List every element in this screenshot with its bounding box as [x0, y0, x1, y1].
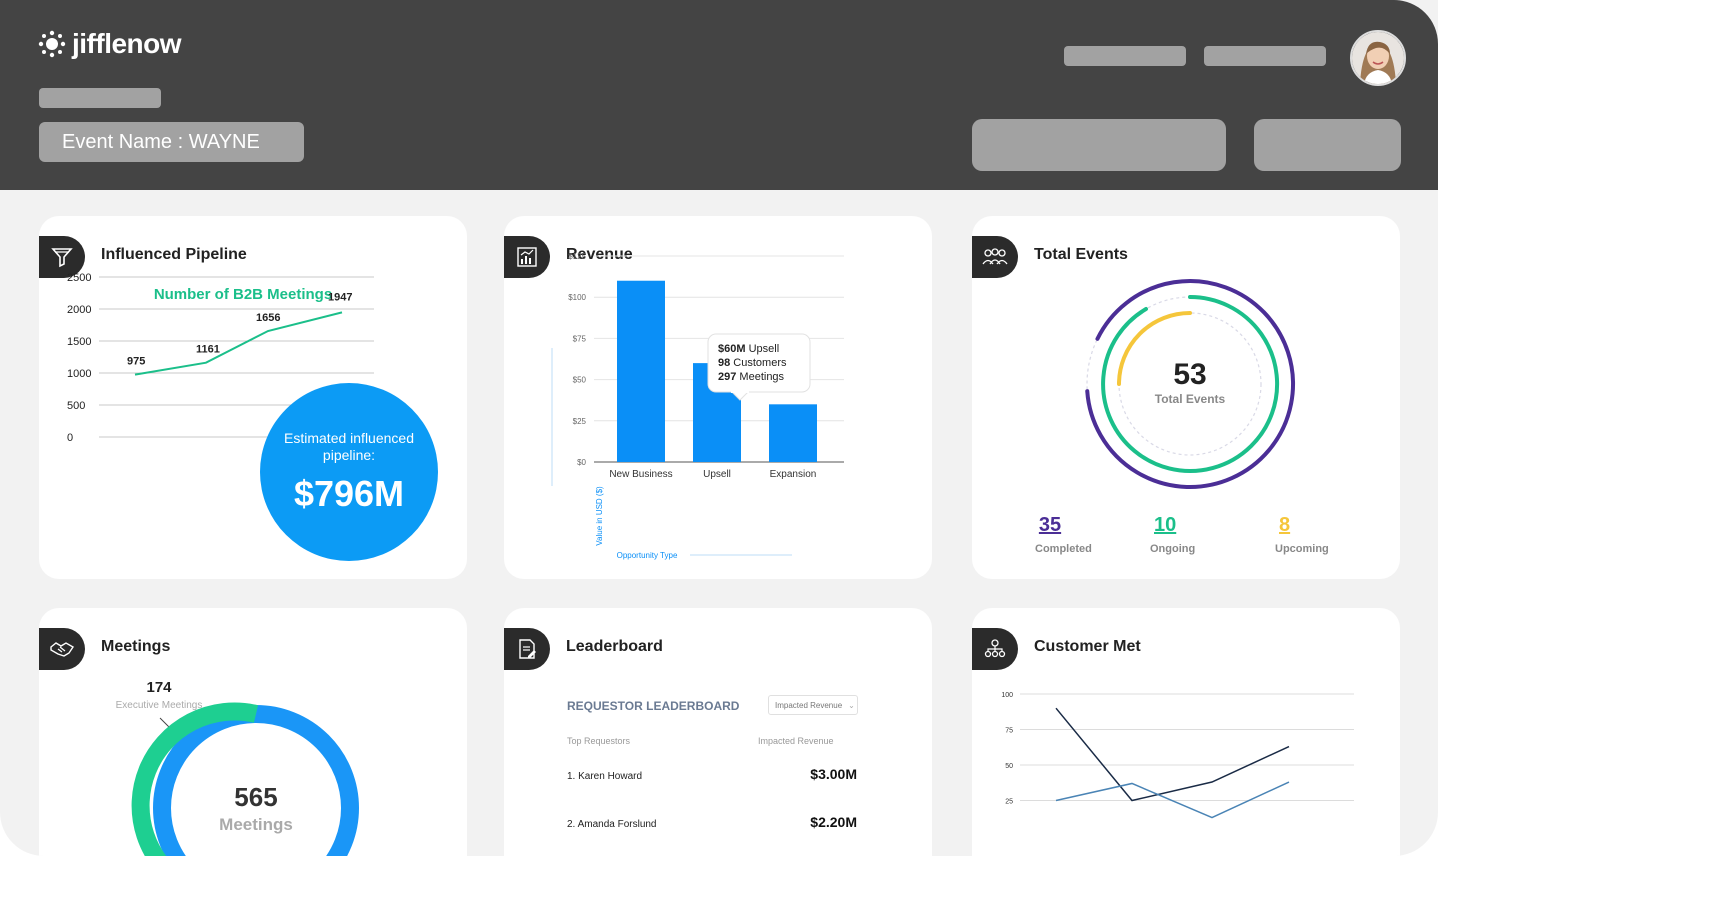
- meetings-donut: 174 Executive Meetings 565 Meetings: [116, 679, 359, 856]
- nav-placeholder-2[interactable]: [1204, 46, 1326, 66]
- data-label: 1947: [328, 291, 352, 303]
- card-title: Leaderboard: [566, 638, 663, 655]
- pipeline-bubble-value: $796M: [294, 473, 404, 514]
- series-line: [134, 311, 343, 376]
- revenue-chart: $0 $25 $50 $75 $100 $125 New Business Upsell Exp…: [551, 252, 844, 560]
- y-tick-label: $25: [573, 417, 587, 426]
- y-tick-label: 100: [1001, 692, 1013, 699]
- pipeline-chart: Number of B2B Meetings 0 500 1000 1500 2000 2…: [67, 272, 438, 561]
- meetings-exec-label: Executive Meetings: [116, 700, 203, 711]
- leaderboard-col2: Impacted Revenue: [758, 736, 834, 746]
- funnel-icon: [39, 236, 85, 278]
- y-tick-label: 2500: [67, 272, 91, 284]
- y-tick-label: 1000: [67, 368, 91, 380]
- leaderboard-row[interactable]: 2. Amanda Forslund $2.20M: [567, 814, 857, 830]
- bar: [617, 280, 665, 462]
- header-action-button-1[interactable]: [972, 119, 1226, 171]
- card-leaderboard[interactable]: Leaderboard REQUESTOR LEADERBOARD Impact…: [504, 608, 932, 856]
- leaderboard-dropdown[interactable]: Impacted Revenue ⌄: [768, 695, 858, 715]
- pipeline-chart-title: Number of B2B Meetings: [154, 286, 332, 303]
- people-group-icon: [972, 236, 1018, 278]
- logo-text: jifflenow: [72, 28, 182, 59]
- bar: [769, 404, 817, 462]
- breadcrumb-placeholder: [39, 88, 161, 108]
- meetings-exec-value: 174: [146, 679, 172, 696]
- series-line: [1055, 707, 1290, 802]
- y-tick-label: $125: [568, 252, 586, 261]
- x-tick-label: Upsell: [703, 469, 731, 480]
- card-title: Revenue: [566, 246, 633, 263]
- customer-chart: 25 50 75 100: [1001, 692, 1354, 819]
- stat-completed[interactable]: 35 Completed: [1035, 514, 1092, 555]
- y-tick-label: $75: [573, 334, 587, 343]
- card-title: Customer Met: [1034, 638, 1141, 655]
- y-tick-label: $50: [573, 376, 587, 385]
- meetings-center-label: Meetings: [219, 815, 293, 834]
- y-tick-label: 0: [67, 432, 73, 444]
- events-stats: 35 Completed 10 Ongoing 8 Upcoming: [972, 514, 1400, 574]
- chevron-down-icon: ⌄: [848, 700, 855, 710]
- card-meetings[interactable]: Meetings 174 Executive Meetings 565 Meet…: [39, 608, 467, 856]
- card-title: Influenced Pipeline: [101, 246, 247, 263]
- revenue-tooltip: $60M Upsell 98 Customers 297 Meetings: [707, 333, 811, 401]
- svg-text:$60M Upsell: $60M Upsell: [718, 343, 779, 355]
- events-center-value: 53: [1173, 358, 1206, 391]
- y-tick-label: 75: [1005, 728, 1013, 735]
- logo-icon: [38, 30, 66, 58]
- series-line: [1055, 781, 1290, 819]
- event-name-badge[interactable]: Event Name : WAYNE: [39, 122, 304, 162]
- stat-ongoing[interactable]: 10 Ongoing: [1150, 514, 1196, 555]
- leaderboard-heading: REQUESTOR LEADERBOARD: [567, 699, 740, 713]
- org-chart-icon: [972, 628, 1018, 670]
- card-title: Meetings: [101, 638, 171, 655]
- revenue-ylabel: Value in USD ($): [595, 486, 604, 546]
- x-tick-label: Expansion: [770, 469, 817, 480]
- card-title: Total Events: [1034, 246, 1128, 263]
- leaderboard-col1: Top Requestors: [567, 736, 631, 746]
- card-customer-met[interactable]: Customer Met 25 50 75 100: [972, 608, 1400, 856]
- logo[interactable]: jifflenow: [38, 28, 182, 60]
- document-edit-icon: [504, 628, 550, 670]
- y-tick-label: $100: [568, 293, 586, 302]
- events-donut: 53 Total Events: [1085, 279, 1295, 489]
- stat-upcoming[interactable]: 8 Upcoming: [1275, 514, 1329, 555]
- svg-text:297 Meetings: 297 Meetings: [718, 371, 785, 383]
- data-label: 1161: [196, 344, 220, 356]
- avatar[interactable]: [1350, 30, 1406, 86]
- y-tick-label: 1500: [67, 336, 91, 348]
- y-tick-label: $0: [577, 458, 586, 467]
- nav-placeholder-1[interactable]: [1064, 46, 1186, 66]
- data-label: 975: [127, 356, 145, 368]
- y-tick-label: 500: [67, 400, 85, 412]
- y-tick-label: 2000: [67, 304, 91, 316]
- card-revenue[interactable]: Revenue $0 $25 $50 $75 $100 $125 New Business U…: [504, 216, 932, 579]
- x-tick-label: New Business: [609, 469, 672, 480]
- y-tick-label: 25: [1005, 799, 1013, 806]
- revenue-chart-icon: [504, 236, 550, 278]
- app-window: jifflenow Event Name : WAYNE Influenced …: [0, 0, 1438, 856]
- meetings-center-value: 565: [234, 782, 277, 812]
- card-total-events[interactable]: Total Events 53 Total Events 35 Complete…: [972, 216, 1400, 579]
- card-influenced-pipeline[interactable]: Influenced Pipeline Number of B2B Meetin…: [39, 216, 467, 579]
- header: jifflenow Event Name : WAYNE: [0, 0, 1438, 190]
- svg-text:98 Customers: 98 Customers: [718, 357, 787, 369]
- pipeline-bubble: [260, 383, 438, 561]
- y-tick-label: 50: [1005, 763, 1013, 770]
- handshake-icon: [39, 628, 85, 670]
- revenue-xlabel: Opportunity Type: [617, 551, 678, 560]
- header-action-button-2[interactable]: [1254, 119, 1401, 171]
- data-label: 1656: [256, 312, 280, 324]
- event-name-label: Event Name : WAYNE: [62, 130, 260, 153]
- leaderboard-row[interactable]: 1. Karen Howard $3.00M: [567, 766, 857, 782]
- pipeline-bubble-label: Estimated influenced pipeline:: [284, 430, 414, 463]
- events-center-label: Total Events: [1155, 392, 1226, 406]
